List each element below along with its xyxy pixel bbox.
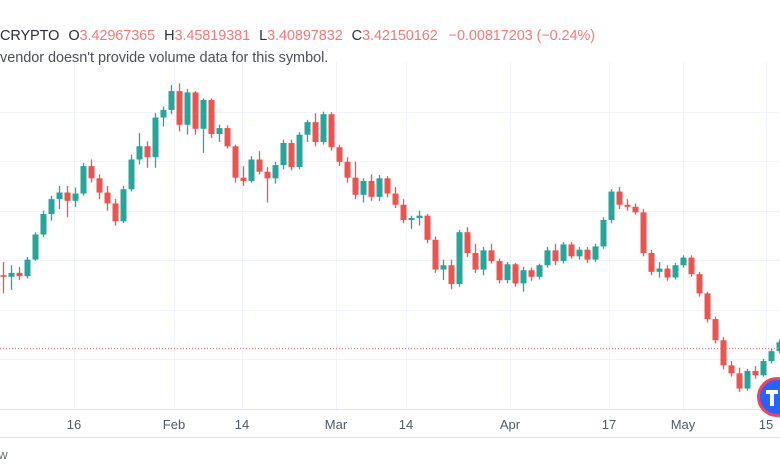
chart-gridlines — [0, 62, 780, 409]
time-axis-tick: 16 — [66, 417, 82, 432]
high-group: H3.45819381 — [164, 28, 250, 44]
close-value: 3.42150162 — [362, 28, 438, 44]
open-label: O — [68, 28, 80, 44]
timeframe-label: 1w — [0, 447, 8, 462]
ohlc-legend[interactable]: CRYPTO O3.42967365 H3.45819381 L3.40897832 C… — [0, 26, 595, 46]
high-label: H — [164, 28, 175, 44]
low-value: 3.40897832 — [267, 28, 343, 44]
tradingview-logo-badge-icon[interactable] — [757, 377, 780, 417]
bottom-toolbar: 1w — [0, 437, 780, 470]
open-group: O3.42967365 — [68, 28, 155, 44]
candlestick-series — [0, 83, 780, 392]
close-label: C — [351, 28, 363, 44]
time-axis-tick: 15 — [758, 417, 774, 432]
time-axis-tick: Mar — [324, 417, 348, 432]
no-volume-notice: vendor doesn't provide volume data for t… — [0, 50, 329, 66]
change-value: −0.00817203 (−0.24%) — [448, 28, 595, 44]
time-axis-tick: Feb — [162, 417, 186, 432]
open-value: 3.42967365 — [79, 28, 156, 44]
time-axis[interactable]: 16 Feb 14 Mar 14 Apr 17 May 15 — [0, 409, 780, 437]
symbol-label[interactable]: CRYPTO — [0, 28, 60, 44]
close-group: C3.42150162 — [352, 28, 438, 44]
high-value: 3.45819381 — [174, 28, 251, 44]
time-axis-tick: Apr — [499, 417, 521, 432]
low-group: L3.40897832 — [259, 28, 343, 44]
plot-area[interactable] — [0, 62, 780, 409]
time-axis-tick: 14 — [234, 417, 250, 432]
time-axis-tick: 17 — [601, 417, 617, 432]
timeframe-button[interactable]: 1w — [0, 446, 16, 464]
time-axis-tick: May — [670, 417, 696, 432]
time-axis-tick: 14 — [398, 417, 414, 432]
low-label: L — [259, 28, 268, 44]
